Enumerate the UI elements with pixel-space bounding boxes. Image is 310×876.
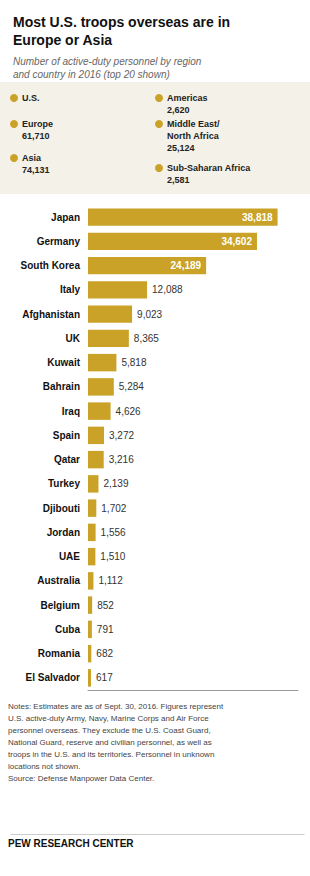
svg-text:Romania: Romania — [38, 648, 81, 659]
svg-text:2,581: 2,581 — [167, 175, 190, 185]
svg-text:617: 617 — [96, 672, 113, 683]
svg-text:Iraq: Iraq — [62, 406, 80, 417]
svg-text:Europe: Europe — [22, 119, 53, 129]
svg-text:3,216: 3,216 — [109, 454, 134, 465]
svg-text:25,124: 25,124 — [167, 143, 195, 153]
svg-text:UK: UK — [66, 333, 81, 344]
svg-text:Japan: Japan — [51, 212, 80, 223]
svg-text:Source: Defense Manpower Data: Source: Defense Manpower Data Center. — [8, 774, 154, 783]
svg-text:5,284: 5,284 — [119, 381, 144, 392]
svg-text:National Guard, reserve and ci: National Guard, reserve and civilian per… — [8, 738, 212, 747]
svg-text:34,602: 34,602 — [221, 236, 252, 247]
svg-text:791: 791 — [97, 624, 114, 635]
svg-text:Australia: Australia — [37, 575, 80, 586]
svg-text:Jordan: Jordan — [47, 527, 80, 538]
svg-text:4,626: 4,626 — [116, 406, 141, 417]
svg-text:24,189: 24,189 — [171, 260, 202, 271]
svg-text:South Korea: South Korea — [21, 260, 81, 271]
svg-text:Spain: Spain — [53, 430, 80, 441]
svg-text:61,710: 61,710 — [22, 131, 50, 141]
svg-text:El Salvador: El Salvador — [26, 672, 81, 683]
svg-text:Cuba: Cuba — [55, 624, 80, 635]
svg-text:1,702: 1,702 — [101, 503, 126, 514]
svg-text:U.S.: U.S. — [22, 93, 40, 103]
svg-text:troops in the U.S. and its ter: troops in the U.S. and its territories. … — [8, 750, 214, 759]
svg-text:North Africa: North Africa — [167, 131, 220, 141]
svg-text:38,818: 38,818 — [242, 212, 273, 223]
svg-text:UAE: UAE — [59, 551, 80, 562]
svg-text:12,088: 12,088 — [152, 284, 183, 295]
svg-text:2,620: 2,620 — [167, 105, 190, 115]
svg-text:Germany: Germany — [37, 236, 81, 247]
svg-text:1,112: 1,112 — [98, 575, 123, 586]
svg-text:Middle East/: Middle East/ — [167, 119, 220, 129]
svg-text:74,131: 74,131 — [22, 165, 50, 175]
svg-text:and country in 2016 (top 20 sh: and country in 2016 (top 20 shown) — [13, 69, 170, 80]
svg-text:U.S. active-duty Army, Navy, M: U.S. active-duty Army, Navy, Marine Corp… — [8, 714, 209, 723]
svg-text:9,023: 9,023 — [137, 309, 162, 320]
svg-text:8,365: 8,365 — [134, 333, 159, 344]
svg-text:Kuwait: Kuwait — [47, 357, 80, 368]
svg-text:3,272: 3,272 — [109, 430, 134, 441]
svg-text:2,139: 2,139 — [103, 478, 128, 489]
svg-text:Number of active-duty personne: Number of active-duty personnel by regio… — [13, 56, 202, 67]
svg-text:personnel overseas. They exclu: personnel overseas. They exclude the U.S… — [8, 726, 211, 735]
svg-text:Turkey: Turkey — [48, 478, 80, 489]
svg-text:Afghanistan: Afghanistan — [22, 309, 80, 320]
svg-text:Qatar: Qatar — [54, 454, 80, 465]
svg-text:Asia: Asia — [22, 153, 42, 163]
svg-text:Djibouti: Djibouti — [43, 503, 80, 514]
svg-text:852: 852 — [97, 600, 114, 611]
svg-text:1,510: 1,510 — [100, 551, 125, 562]
svg-text:Sub-Saharan Africa: Sub-Saharan Africa — [167, 163, 251, 173]
svg-text:1,556: 1,556 — [101, 527, 126, 538]
svg-text:Americas: Americas — [167, 93, 208, 103]
svg-text:5,818: 5,818 — [121, 357, 146, 368]
svg-text:Bahrain: Bahrain — [43, 381, 80, 392]
svg-text:PEW RESEARCH CENTER: PEW RESEARCH CENTER — [8, 838, 134, 849]
svg-text:Italy: Italy — [60, 284, 80, 295]
svg-text:locations not shown.: locations not shown. — [8, 762, 81, 771]
svg-text:682: 682 — [96, 648, 113, 659]
svg-text:Europe or Asia: Europe or Asia — [13, 32, 112, 48]
svg-text:Most U.S. troops overseas are: Most U.S. troops overseas are in — [13, 14, 230, 30]
svg-text:Belgium: Belgium — [41, 600, 81, 611]
svg-text:Notes: Estimates are as of Sep: Notes: Estimates are as of Sept. 30, 201… — [8, 702, 224, 711]
